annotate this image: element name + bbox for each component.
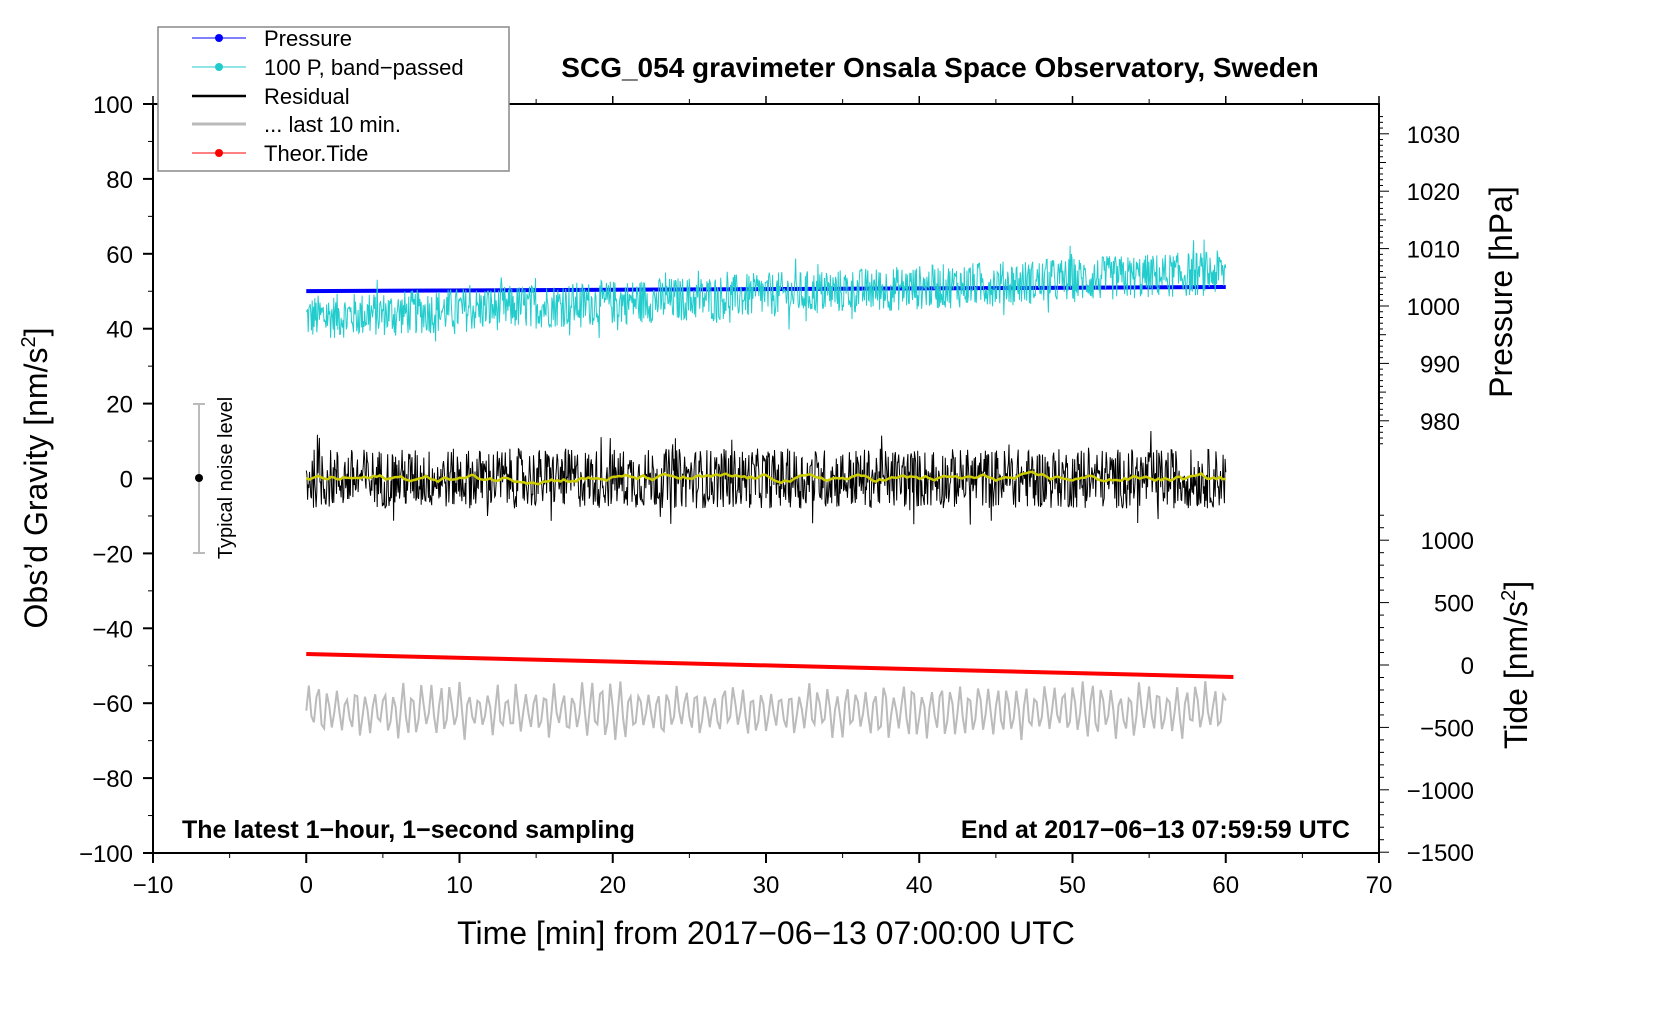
axes: −10 0 10 20 30 40 50 60 70100806040200−20−40−60−… xyxy=(79,92,1474,899)
x-tick-label: 20 xyxy=(599,872,626,899)
legend-band-passed: 100 P, band−passed xyxy=(192,55,464,80)
y-tick-label: −80 xyxy=(92,766,133,793)
y-tick-label: 40 xyxy=(106,317,133,344)
pressure-tick-label: 990 xyxy=(1420,351,1460,378)
series-residual-smoothed xyxy=(305,470,1226,486)
x-tick-label: 50 xyxy=(1059,872,1086,899)
legend-residual: Residual xyxy=(192,84,350,109)
tide-tick-label: −1000 xyxy=(1407,778,1474,805)
pressure-tick-label: 1030 xyxy=(1407,122,1460,149)
series-group xyxy=(305,239,1234,741)
x-tick-label: 10 xyxy=(446,872,473,899)
annotation-sampling: The latest 1−hour, 1−second sampling xyxy=(182,816,635,844)
pressure-tick-label: 1020 xyxy=(1407,179,1460,206)
svg-text:Theor.Tide: Theor.Tide xyxy=(264,141,368,166)
y-tick-label: −100 xyxy=(79,841,133,868)
x-tick-label: 30 xyxy=(753,872,780,899)
svg-text:Residual: Residual xyxy=(264,84,350,109)
y-tick-label: 60 xyxy=(106,242,133,269)
y-tick-label: 80 xyxy=(106,167,133,194)
y-tick-label: −20 xyxy=(92,541,133,568)
y-axis-label: Obs’d Gravity [nm/s2] xyxy=(18,328,54,629)
y-tick-label: 100 xyxy=(93,92,133,119)
pressure-tick-label: 980 xyxy=(1420,409,1460,436)
legend-theor-tide: Theor.Tide xyxy=(192,141,368,166)
noise-level-indicator: Typical noise level xyxy=(193,397,237,559)
svg-text:Pressure: Pressure xyxy=(264,26,352,51)
y-tick-label: −60 xyxy=(92,691,133,718)
tide-tick-label: 500 xyxy=(1434,591,1474,618)
legend: Pressure 100 P, band−passed Residual ...… xyxy=(157,26,510,172)
series-theor-tide xyxy=(306,652,1234,679)
x-tick-label: 40 xyxy=(906,872,933,899)
y-tick-label: 20 xyxy=(106,392,133,419)
pressure-tick-label: 1010 xyxy=(1407,237,1460,264)
x-tick-label: 0 xyxy=(300,872,313,899)
legend-last-10-min: ... last 10 min. xyxy=(192,112,401,137)
y-tick-label: 0 xyxy=(120,467,133,494)
y-tick-label: −40 xyxy=(92,616,133,643)
legend-pressure: Pressure xyxy=(192,26,352,51)
x-tick-label: −10 xyxy=(133,872,174,899)
tide-tick-label: 0 xyxy=(1461,653,1474,680)
pressure-axis-label: Pressure [hPa] xyxy=(1483,186,1519,398)
x-tick-label: 70 xyxy=(1366,872,1393,899)
chart-title: SCG_054 gravimeter Onsala Space Observat… xyxy=(561,52,1318,83)
annotation-end-time: End at 2017−06−13 07:59:59 UTC xyxy=(961,816,1350,844)
svg-text:... last 10 min.: ... last 10 min. xyxy=(264,112,401,137)
pressure-tick-label: 1000 xyxy=(1407,294,1460,321)
x-tick-label: 60 xyxy=(1212,872,1239,899)
tide-axis-label: Tide [nm/s2] xyxy=(1498,581,1534,749)
tide-tick-label: −1500 xyxy=(1407,840,1474,867)
svg-text:100 P, band−passed: 100 P, band−passed xyxy=(264,55,464,80)
series-100-p-band-passed xyxy=(305,239,1227,342)
noise-level-label: Typical noise level xyxy=(215,397,237,559)
tide-tick-label: −500 xyxy=(1420,715,1474,742)
series--last-10-min- xyxy=(305,681,1227,741)
tide-tick-label: 1000 xyxy=(1421,528,1474,555)
x-axis-label: Time [min] from 2017−06−13 07:00:00 UTC xyxy=(457,915,1075,951)
